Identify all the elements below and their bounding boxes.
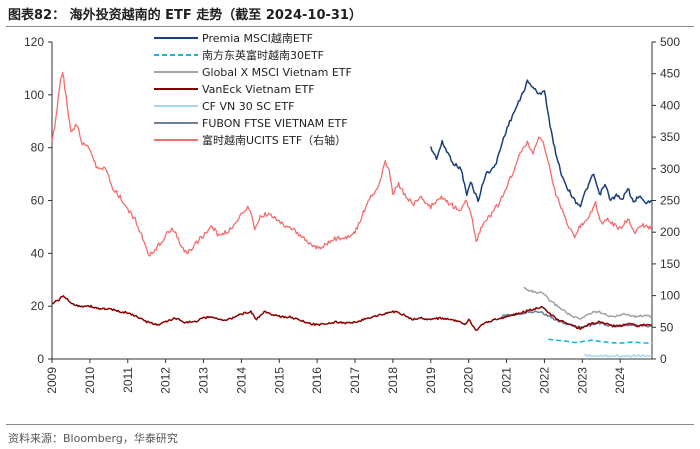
bottom-rule	[6, 424, 694, 425]
x-tick-label: 2014	[234, 367, 248, 394]
series-line	[51, 295, 653, 332]
series-line	[500, 310, 653, 329]
x-tick-label: 2012	[159, 367, 173, 394]
legend-label: FUBON FTSE VIETNAM ETF	[202, 117, 348, 130]
axes: 0 20 40 60 80 100 120 0 50 100 150 200 250 300 350 400 4…	[24, 35, 680, 394]
source-note: 资料来源：Bloomberg，华泰研究	[8, 432, 178, 445]
left-tick-label: 60	[31, 194, 45, 208]
left-tick-label: 20	[31, 299, 45, 313]
x-tick-label: 2021	[500, 367, 514, 394]
right-tick-label: 400	[660, 98, 680, 112]
x-tick-label: 2011	[121, 367, 135, 393]
right-tick-label: 450	[660, 67, 680, 81]
series-lines	[51, 71, 653, 358]
legend: Premia MSCI越南ETF 南方东英富时越南30ETF Global X MS…	[154, 31, 352, 147]
legend-label: VanEck Vietnam ETF	[202, 83, 315, 96]
right-tick-label: 250	[660, 194, 680, 208]
legend-label: CF VN 30 SC ETF	[202, 100, 294, 113]
left-tick-label: 100	[24, 88, 44, 102]
left-tick-label: 80	[31, 141, 45, 155]
right-tick-label: 350	[660, 130, 680, 144]
series-line	[523, 286, 653, 320]
series-line	[430, 79, 653, 208]
chart-title: 图表82： 海外投资越南的 ETF 走势（截至 2024-10-31）	[8, 8, 362, 23]
left-tick-label: 40	[31, 246, 45, 260]
right-tick-label: 150	[660, 257, 680, 271]
x-tick-label: 2016	[310, 367, 324, 394]
x-tick-label: 2013	[197, 367, 211, 394]
x-tick-label: 2024	[613, 367, 627, 394]
legend-label: 南方东英富时越南30ETF	[202, 48, 324, 62]
right-tick-label: 50	[660, 320, 674, 334]
right-tick-label: 0	[660, 352, 667, 366]
x-tick-label: 2023	[575, 367, 589, 394]
right-tick-label: 200	[660, 225, 680, 239]
top-rule	[6, 26, 694, 27]
x-tick-label: 2019	[424, 367, 438, 394]
legend-label: 富时越南UCITS ETF（右轴）	[202, 133, 346, 147]
x-tick-label: 2015	[272, 367, 286, 394]
right-tick-label: 300	[660, 162, 680, 176]
x-tick-label: 2022	[537, 367, 551, 394]
x-tick-label: 2018	[386, 367, 400, 394]
series-line	[584, 354, 653, 358]
series-line	[51, 71, 653, 257]
series-line	[548, 338, 652, 344]
right-tick-label: 100	[660, 289, 680, 303]
left-tick-label: 0	[37, 352, 44, 366]
x-tick-label: 2020	[462, 367, 476, 394]
x-tick-label: 2017	[348, 367, 362, 394]
legend-label: Premia MSCI越南ETF	[202, 31, 313, 45]
right-tick-label: 500	[660, 35, 680, 49]
x-tick-label: 2009	[45, 367, 59, 394]
legend-label: Global X MSCI Vietnam ETF	[202, 66, 352, 79]
left-tick-label: 120	[24, 35, 44, 49]
x-tick-label: 2010	[83, 367, 97, 394]
